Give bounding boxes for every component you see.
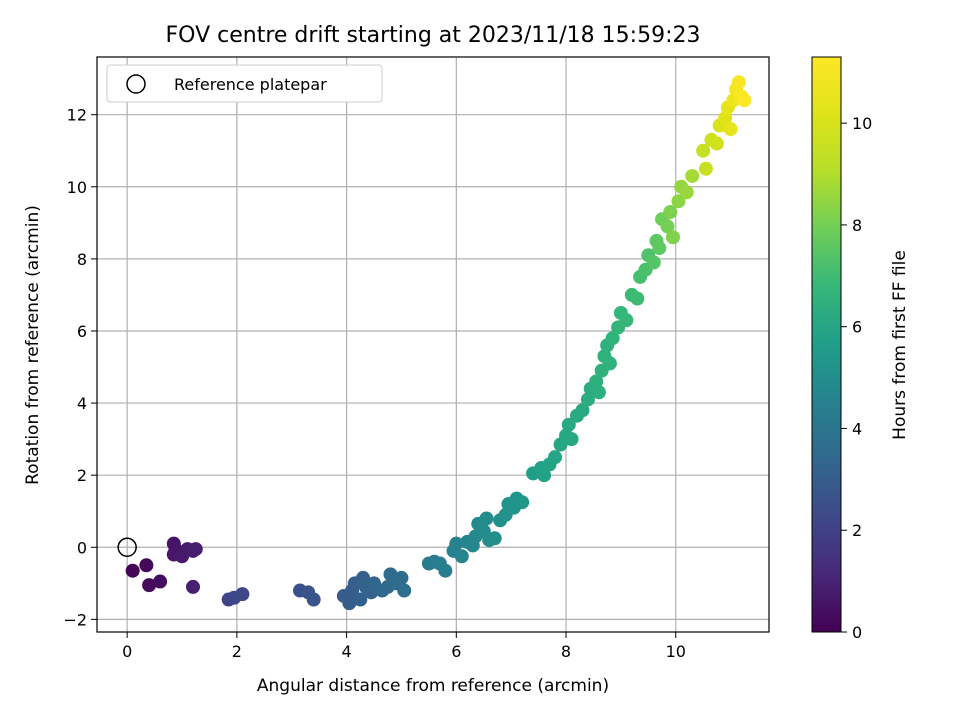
y-tick-label: −2 — [63, 610, 87, 629]
data-point — [125, 563, 140, 578]
data-point — [564, 432, 579, 447]
x-tick-label: 8 — [561, 642, 571, 661]
y-axis-ticks: −2 0 2 4 6 8 10 12 — [63, 106, 97, 629]
chart-title: FOV centre drift starting at 2023/11/18 … — [166, 23, 701, 48]
plot-area — [97, 57, 769, 632]
data-point — [652, 241, 667, 256]
colorbar-ticks: 0 2 4 6 8 10 — [841, 114, 872, 642]
data-point — [487, 531, 502, 546]
data-point — [142, 578, 157, 593]
y-tick-label: 0 — [77, 538, 87, 557]
legend-box — [106, 64, 383, 103]
colorbar-tick-label: 4 — [852, 419, 862, 438]
data-point — [306, 592, 321, 607]
data-point — [718, 111, 733, 126]
data-point — [605, 331, 620, 346]
x-tick-label: 10 — [666, 642, 686, 661]
data-point — [186, 579, 200, 594]
data-point — [619, 313, 634, 328]
colorbar-tick-label: 6 — [852, 318, 862, 337]
y-tick-label: 2 — [77, 466, 87, 485]
colorbar-label: Hours from first FF file — [890, 250, 910, 440]
data-point — [663, 205, 678, 220]
y-tick-label: 4 — [77, 394, 87, 413]
data-point — [394, 570, 409, 585]
x-axis-ticks: 0 2 4 6 8 10 — [122, 632, 686, 661]
x-tick-label: 4 — [342, 642, 352, 661]
data-point — [188, 542, 203, 557]
data-point — [548, 450, 563, 465]
grid-lines — [97, 57, 769, 632]
reference-marker-layer — [117, 537, 137, 558]
data-point — [671, 194, 686, 209]
data-point — [454, 549, 469, 564]
data-point — [235, 587, 250, 602]
data-point — [709, 136, 724, 151]
y-tick-label: 12 — [67, 106, 87, 125]
data-point — [139, 558, 154, 573]
x-tick-label: 2 — [232, 642, 242, 661]
plot-frame — [96, 56, 770, 633]
y-tick-label: 10 — [67, 178, 87, 197]
data-point — [602, 356, 617, 371]
data-point — [515, 495, 530, 510]
data-point — [698, 161, 713, 176]
data-point — [561, 417, 576, 432]
data-point — [737, 93, 752, 108]
data-point — [591, 385, 606, 400]
data-point — [630, 291, 645, 306]
colorbar-tick-label: 0 — [852, 623, 862, 642]
colorbar-tick-label: 8 — [852, 216, 862, 235]
data-point — [731, 75, 746, 90]
data-point — [696, 143, 711, 158]
data-point — [685, 168, 700, 183]
data-point — [537, 468, 552, 483]
data-point — [666, 230, 680, 245]
reference-platepar-marker — [117, 537, 137, 558]
colorbar-tick-label: 2 — [852, 521, 862, 540]
data-point — [449, 536, 464, 551]
y-tick-label: 8 — [77, 250, 87, 269]
x-axis-label: Angular distance from reference (arcmin) — [257, 676, 609, 696]
data-point — [153, 574, 168, 589]
data-point — [575, 403, 590, 418]
data-point — [589, 374, 604, 389]
data-point — [679, 185, 694, 200]
colorbar — [811, 56, 842, 633]
scatter-points — [125, 75, 752, 611]
data-point — [723, 122, 738, 137]
data-point — [397, 583, 412, 598]
y-axis-label: Rotation from reference (arcmin) — [23, 205, 43, 485]
x-tick-label: 0 — [122, 642, 132, 661]
legend: Reference platepar — [106, 64, 383, 103]
y-tick-label: 6 — [77, 322, 87, 341]
data-point — [353, 592, 368, 607]
legend-marker-icon — [126, 74, 146, 94]
data-point — [438, 563, 453, 578]
data-point — [646, 255, 661, 270]
data-point — [342, 596, 357, 611]
data-point — [660, 219, 675, 234]
data-point — [479, 511, 494, 526]
x-tick-label: 6 — [451, 642, 461, 661]
colorbar-tick-label: 10 — [852, 114, 872, 133]
data-point — [580, 392, 595, 407]
legend-label: Reference platepar — [174, 75, 327, 94]
